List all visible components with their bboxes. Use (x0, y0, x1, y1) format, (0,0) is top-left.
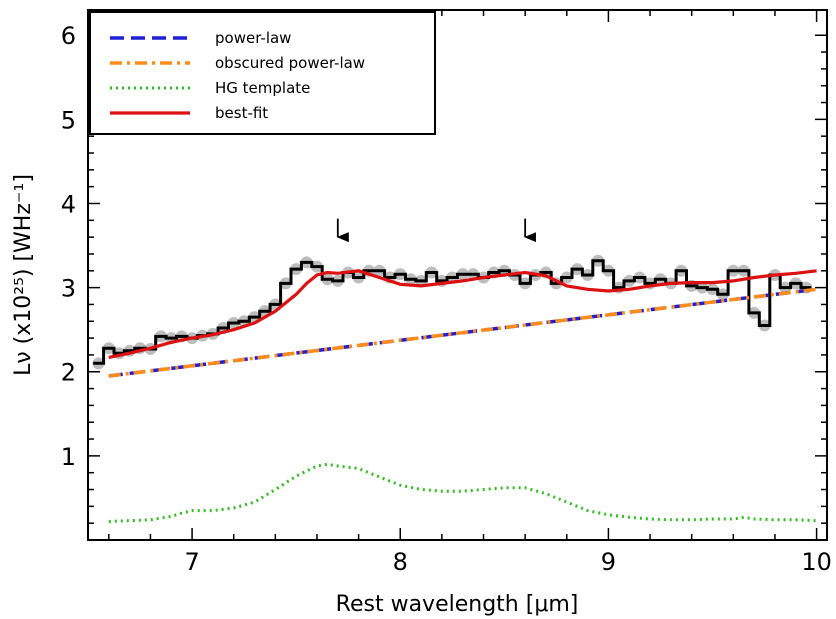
series-best-fit (108, 269, 817, 359)
y-tick-label: 1 (61, 443, 76, 471)
plot-series (92, 218, 817, 523)
legend-label: power-law (215, 29, 291, 47)
x-axis-label: Rest wavelength [μm] (336, 592, 579, 617)
y-tick-label: 4 (61, 190, 76, 218)
x-tick-label: 7 (184, 548, 199, 576)
series-hg-template (108, 462, 817, 523)
y-tick-label: 5 (61, 106, 76, 134)
legend-label: HG template (215, 79, 310, 97)
y-tick-label: 2 (61, 359, 76, 387)
plot-frame (87, 9, 828, 541)
y-tick-label: 6 (61, 22, 76, 50)
series-data-steps (93, 259, 812, 365)
x-tick-label: 9 (601, 548, 616, 576)
x-tick-label: 8 (393, 548, 408, 576)
series-obscured-power-law (108, 287, 817, 378)
legend-label: best-fit (215, 104, 268, 122)
legend-label: obscured power-law (215, 54, 365, 72)
y-axis-label: Lν (x10²⁵) [WHz⁻¹] (11, 174, 36, 376)
x-tick-label: 10 (801, 548, 832, 576)
legend: power-law obscured power-law HG template be… (89, 11, 436, 135)
plot-axes: 7 8 9 10 1 2 3 4 5 6 (61, 9, 832, 576)
y-tick-label: 3 (61, 275, 76, 303)
